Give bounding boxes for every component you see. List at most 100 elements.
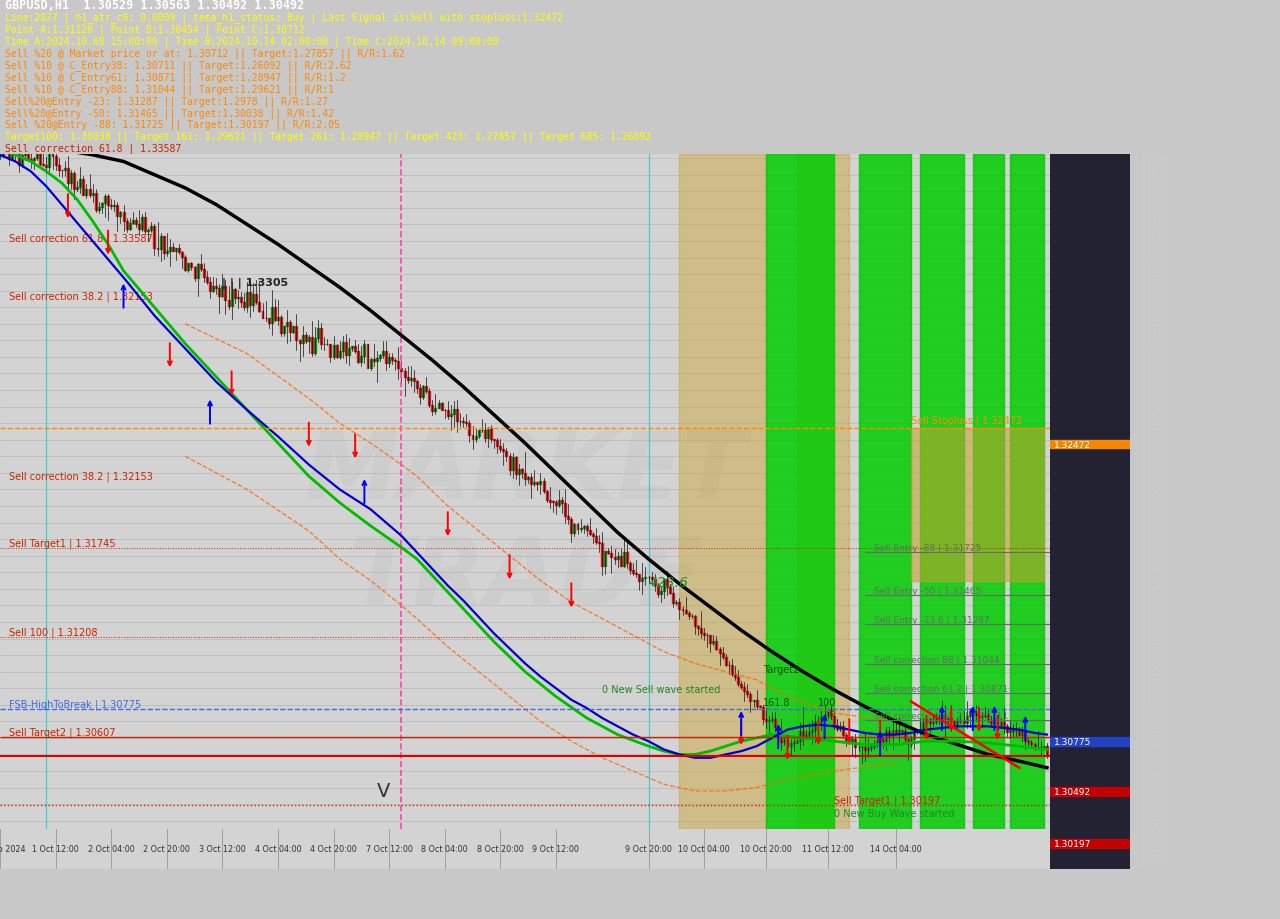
Text: 1 Oct 12:00: 1 Oct 12:00 — [32, 845, 79, 854]
Bar — [119, 213, 122, 217]
Bar — [632, 570, 634, 573]
Bar — [919, 729, 922, 732]
Bar — [829, 709, 832, 716]
Bar — [669, 587, 671, 594]
Text: Sell correction 38.2 | 1.32153: Sell correction 38.2 | 1.32153 — [9, 290, 154, 301]
Bar — [484, 430, 486, 438]
Bar — [654, 579, 655, 585]
Bar — [561, 501, 563, 504]
Bar — [827, 709, 828, 715]
Text: Sell %20@Entry -88: 1.31725 || Target:1.30197 || R/R:2.05: Sell %20@Entry -88: 1.31725 || Target:1.… — [5, 119, 340, 130]
Bar — [394, 360, 397, 361]
Bar — [372, 359, 375, 361]
Bar — [499, 447, 502, 449]
Text: Sell correction 61.8 | 1.33587: Sell correction 61.8 | 1.33587 — [9, 233, 154, 244]
Bar — [571, 519, 572, 534]
Bar — [79, 180, 82, 187]
Text: 1.30197: 1.30197 — [1053, 839, 1092, 848]
Bar — [419, 389, 421, 397]
Bar — [366, 345, 369, 369]
Bar — [820, 717, 823, 722]
Bar — [750, 695, 751, 701]
Bar — [497, 440, 498, 447]
Bar — [18, 142, 19, 166]
Bar — [549, 500, 550, 502]
Bar — [876, 741, 878, 743]
Bar — [311, 337, 312, 353]
Bar — [110, 206, 113, 207]
Bar — [855, 739, 856, 747]
Bar — [335, 346, 338, 357]
Bar — [172, 248, 174, 252]
Bar — [650, 577, 653, 579]
Bar — [385, 352, 387, 363]
Bar — [716, 641, 718, 650]
Bar — [803, 732, 804, 738]
Bar — [24, 147, 26, 155]
Bar — [993, 722, 996, 723]
Text: 7 Oct 12:00: 7 Oct 12:00 — [366, 845, 412, 854]
Bar — [193, 268, 196, 279]
Bar — [1050, 738, 1130, 746]
Bar — [685, 610, 686, 613]
Bar — [1030, 742, 1033, 744]
Bar — [51, 154, 54, 156]
Bar — [598, 542, 600, 543]
Bar — [808, 732, 810, 735]
Text: Sell Target2 | 1.30607: Sell Target2 | 1.30607 — [9, 726, 115, 737]
Bar — [713, 641, 714, 643]
Bar — [163, 236, 165, 254]
Bar — [617, 556, 618, 559]
Bar — [287, 323, 288, 326]
Text: Sell %20 @ Market price or at: 1.30712 || Target:1.27857 || R/R:1.62: Sell %20 @ Market price or at: 1.30712 |… — [5, 49, 404, 59]
Bar — [859, 154, 911, 829]
Bar — [274, 307, 276, 321]
Text: Line:2827 | h1_atr_c0: 0.0009 | tema_h1_status: Buy | Last Signal is:Sell with s: Line:2827 | h1_atr_c0: 0.0009 | tema_h1_… — [5, 13, 563, 23]
Bar — [447, 411, 449, 416]
Bar — [823, 715, 826, 717]
Bar — [108, 197, 109, 206]
Bar — [150, 226, 152, 231]
Text: 9 Oct 20:00: 9 Oct 20:00 — [625, 845, 672, 854]
Text: Sell 100 | 1.31208: Sell 100 | 1.31208 — [9, 627, 97, 638]
Bar — [925, 720, 928, 723]
Bar — [453, 410, 454, 414]
Bar — [845, 735, 847, 742]
Text: 30 Sep 2024: 30 Sep 2024 — [0, 845, 26, 854]
Bar — [370, 359, 371, 369]
Bar — [456, 410, 458, 422]
Text: Sell%20@Entry -23: 1.31287 || Target:1.2978 || R/R:1.27: Sell%20@Entry -23: 1.31287 || Target:1.2… — [5, 96, 329, 107]
Bar — [141, 218, 143, 230]
Bar — [945, 714, 946, 721]
Bar — [1050, 839, 1130, 847]
Bar — [567, 516, 570, 519]
Bar — [733, 675, 736, 676]
Bar — [246, 292, 248, 308]
Bar — [132, 221, 134, 224]
Bar — [438, 403, 439, 408]
Bar — [1033, 744, 1036, 747]
Bar — [339, 352, 340, 357]
Bar — [434, 408, 436, 412]
Bar — [397, 361, 399, 369]
Bar — [250, 292, 251, 306]
Text: 1.30492: 1.30492 — [1053, 787, 1091, 796]
Text: GBPUSD,H1  1.30529 1.30563 1.30492 1.30492: GBPUSD,H1 1.30529 1.30563 1.30492 1.3049… — [5, 0, 305, 13]
Bar — [138, 225, 140, 230]
Bar — [40, 151, 41, 165]
Bar — [5, 145, 8, 149]
Bar — [666, 580, 668, 587]
Bar — [886, 732, 887, 742]
Bar — [259, 302, 260, 312]
Bar — [255, 295, 257, 302]
Bar — [314, 338, 316, 353]
Bar — [45, 165, 47, 167]
Bar — [302, 335, 303, 344]
Bar — [786, 740, 788, 746]
Bar — [36, 151, 38, 158]
Bar — [156, 249, 159, 250]
Bar — [221, 286, 223, 297]
Bar — [175, 249, 177, 252]
Bar — [317, 328, 319, 338]
Bar — [556, 503, 557, 505]
